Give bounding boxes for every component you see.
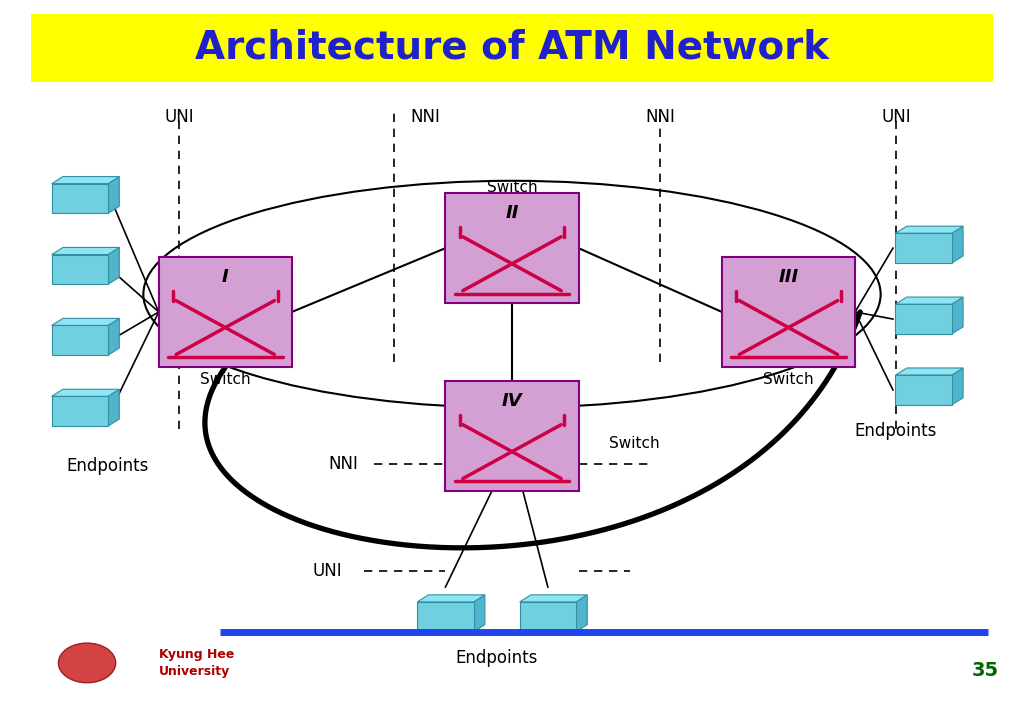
Text: UNI: UNI	[882, 108, 910, 126]
FancyBboxPatch shape	[159, 257, 292, 367]
Polygon shape	[51, 389, 119, 396]
FancyBboxPatch shape	[895, 233, 952, 263]
Text: Endpoints: Endpoints	[855, 422, 937, 440]
Polygon shape	[109, 177, 119, 213]
Text: 35: 35	[972, 661, 998, 679]
Polygon shape	[520, 595, 588, 602]
Text: Architecture of ATM Network: Architecture of ATM Network	[195, 28, 829, 67]
Polygon shape	[51, 177, 119, 184]
Text: Switch: Switch	[763, 372, 814, 387]
Text: Endpoints: Endpoints	[456, 649, 538, 666]
Text: NNI: NNI	[645, 108, 676, 126]
FancyBboxPatch shape	[445, 381, 579, 491]
Polygon shape	[895, 368, 963, 375]
Polygon shape	[952, 368, 963, 405]
Polygon shape	[51, 318, 119, 325]
Text: NNI: NNI	[328, 455, 358, 474]
Polygon shape	[895, 226, 963, 233]
Text: Switch: Switch	[200, 372, 251, 387]
Polygon shape	[418, 595, 485, 602]
Polygon shape	[952, 297, 963, 334]
Text: Kyung Hee
University: Kyung Hee University	[159, 648, 234, 678]
Polygon shape	[109, 247, 119, 284]
Text: Switch: Switch	[486, 180, 538, 196]
Polygon shape	[473, 595, 485, 632]
FancyBboxPatch shape	[51, 255, 109, 284]
Circle shape	[58, 643, 116, 683]
Text: II: II	[505, 204, 519, 222]
Text: IV: IV	[502, 392, 522, 410]
FancyBboxPatch shape	[895, 304, 952, 334]
Text: UNI: UNI	[165, 108, 194, 126]
Polygon shape	[895, 297, 963, 304]
Text: NNI: NNI	[410, 108, 440, 126]
FancyBboxPatch shape	[722, 257, 855, 367]
Polygon shape	[51, 247, 119, 255]
Polygon shape	[575, 595, 588, 632]
FancyBboxPatch shape	[895, 375, 952, 405]
FancyBboxPatch shape	[51, 396, 109, 426]
FancyBboxPatch shape	[418, 602, 473, 632]
Polygon shape	[952, 226, 963, 263]
FancyBboxPatch shape	[520, 602, 577, 632]
FancyBboxPatch shape	[51, 325, 109, 355]
FancyBboxPatch shape	[51, 184, 109, 213]
Polygon shape	[109, 389, 119, 426]
Text: UNI: UNI	[313, 562, 342, 580]
Text: III: III	[778, 268, 799, 286]
Polygon shape	[109, 318, 119, 355]
FancyBboxPatch shape	[31, 14, 993, 82]
Text: Endpoints: Endpoints	[67, 457, 148, 475]
Text: Switch: Switch	[609, 435, 659, 451]
Text: I: I	[222, 268, 228, 286]
FancyBboxPatch shape	[445, 193, 579, 303]
